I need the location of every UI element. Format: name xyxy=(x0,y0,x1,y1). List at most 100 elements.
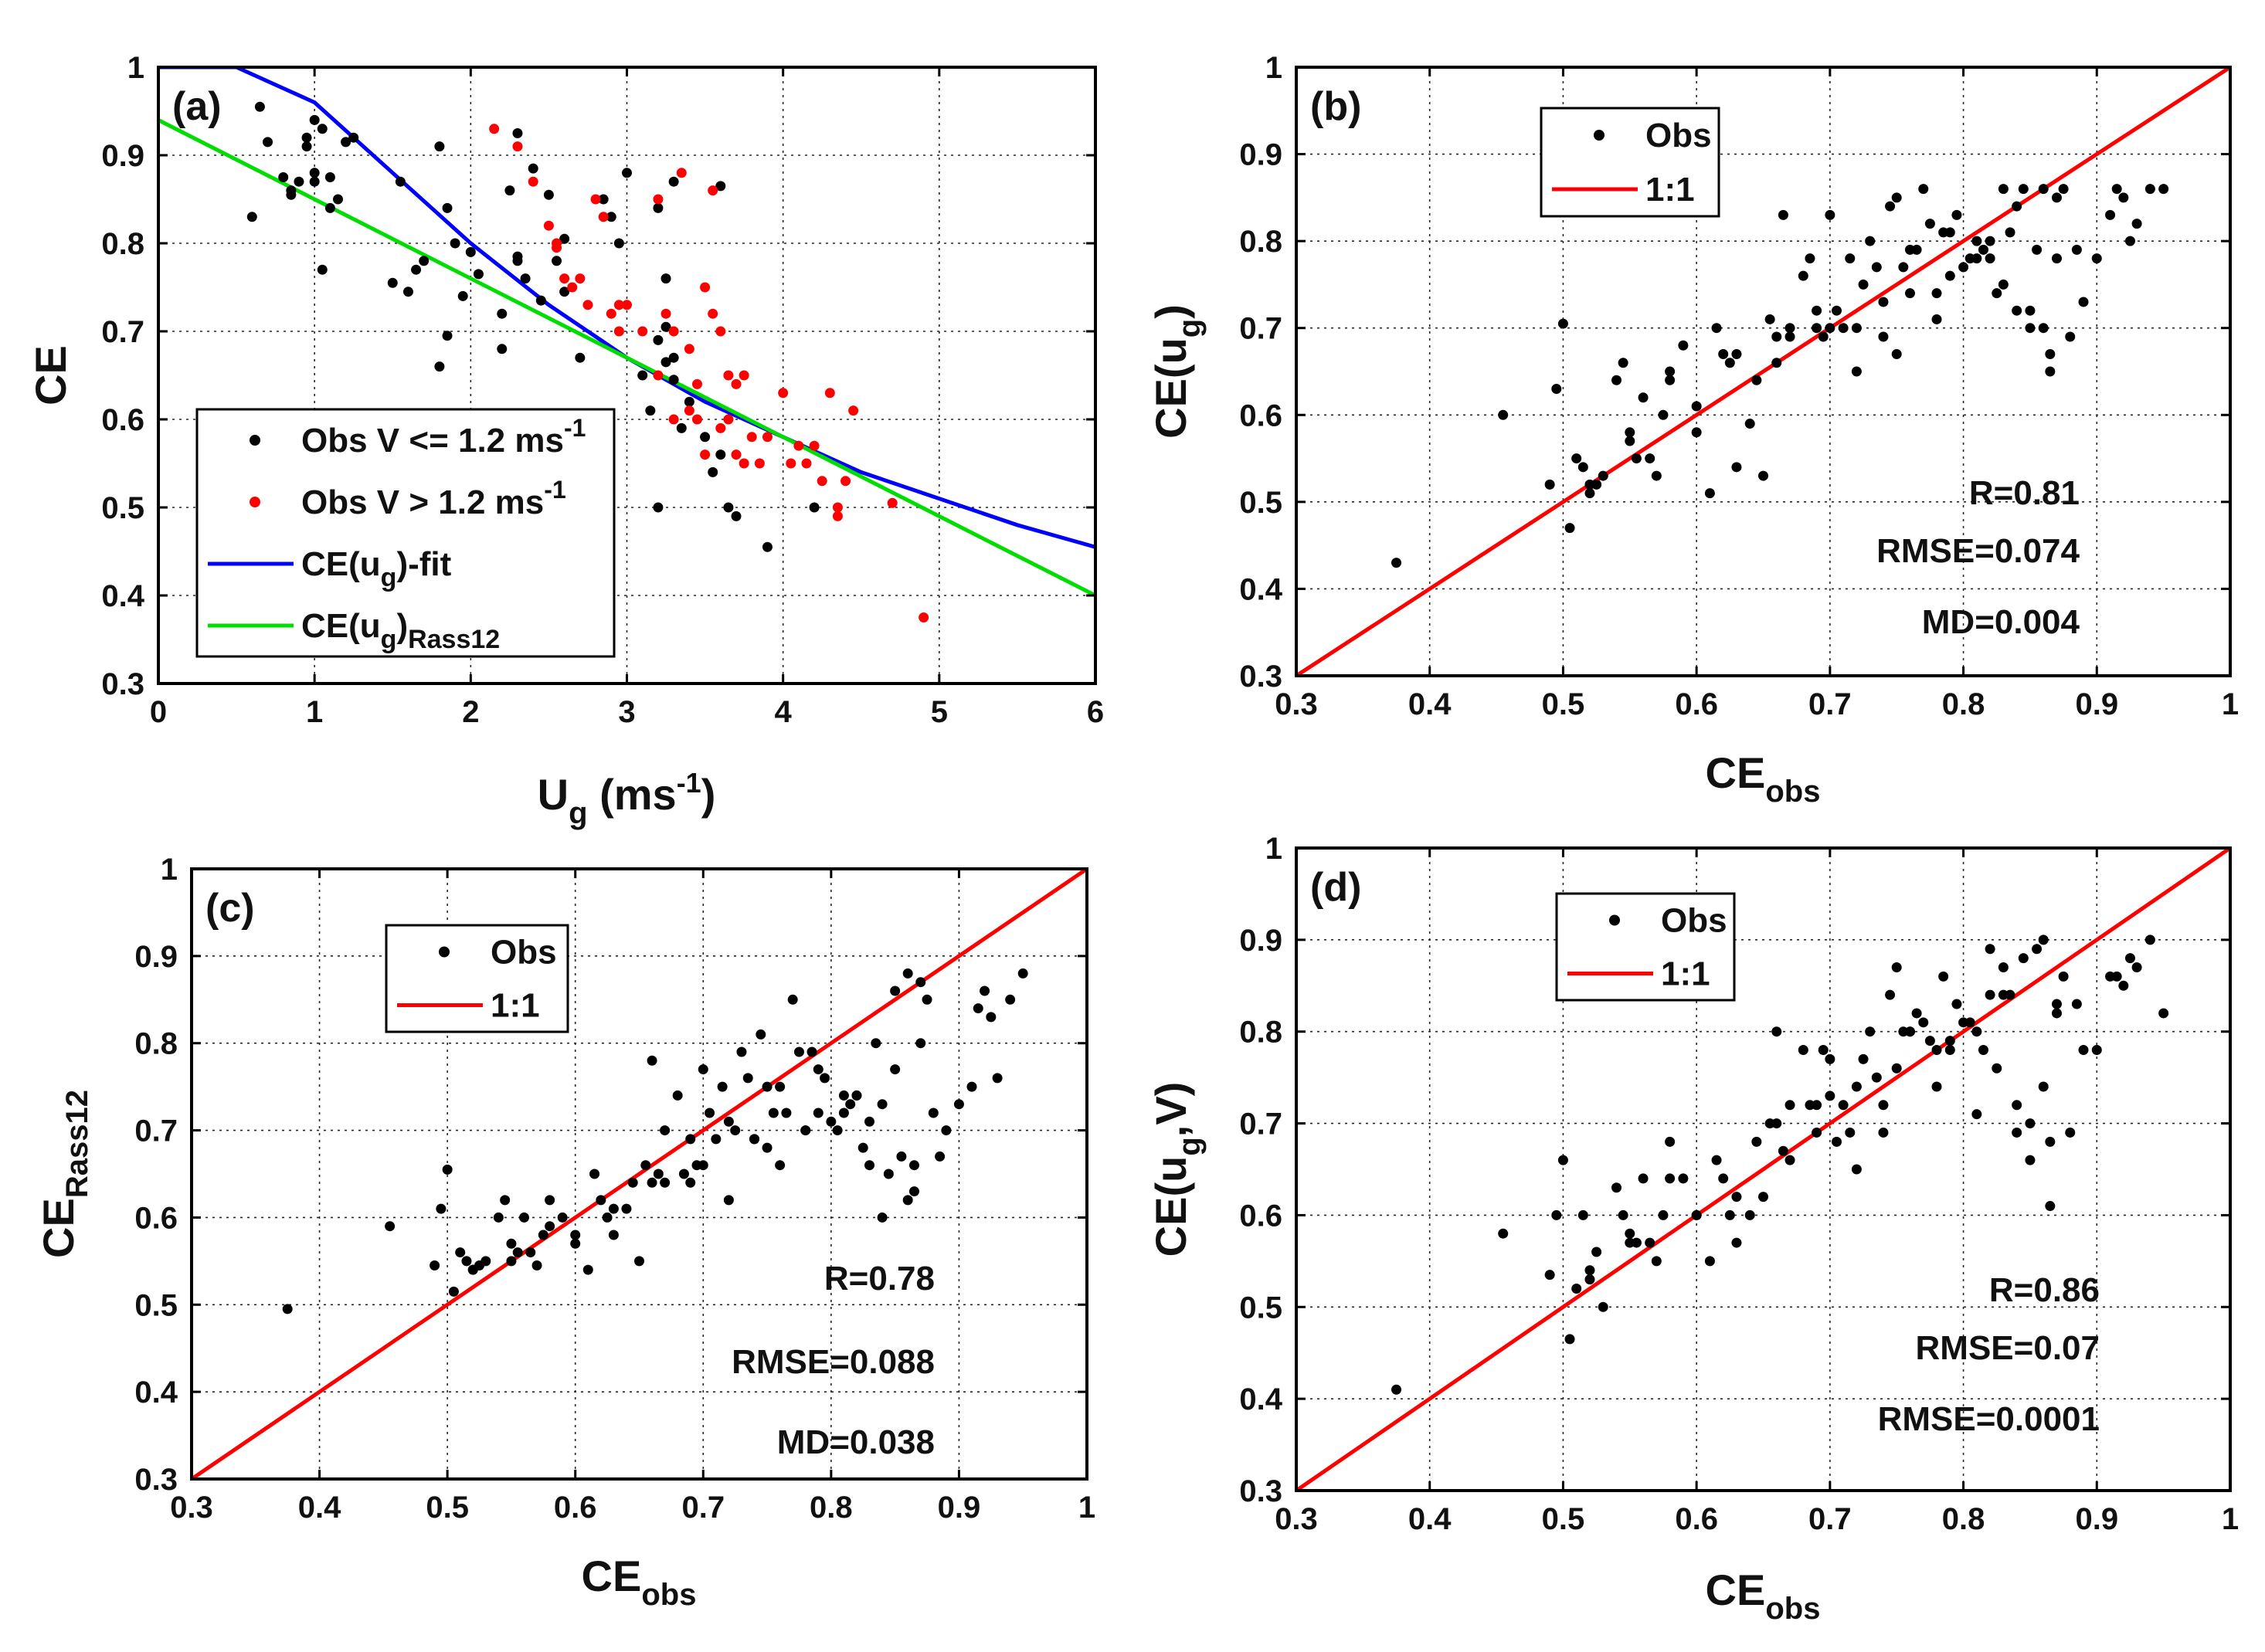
data-point xyxy=(1758,1192,1768,1203)
x-tick-label: 0.9 xyxy=(2075,1502,2118,1536)
data-point xyxy=(2045,1201,2056,1212)
data-point xyxy=(877,1212,888,1223)
data-point xyxy=(282,1304,293,1314)
legend: Obs 1:1 xyxy=(1540,107,1720,218)
data-point xyxy=(557,1212,568,1223)
data-point xyxy=(457,290,468,301)
x-tick-label: 1 xyxy=(306,695,323,729)
data-point xyxy=(545,1221,555,1232)
data-point xyxy=(775,1160,786,1171)
data-point xyxy=(1557,318,1568,329)
data-point xyxy=(668,176,679,187)
data-point xyxy=(1764,314,1775,324)
data-point xyxy=(613,238,624,249)
grid xyxy=(158,67,1095,684)
data-point xyxy=(608,1203,619,1214)
data-point xyxy=(660,273,671,284)
data-point xyxy=(1998,962,2009,973)
y-axis-label: CE xyxy=(26,345,75,405)
data-point xyxy=(387,277,398,288)
data-point xyxy=(246,212,257,222)
data-point xyxy=(1918,184,1929,195)
data-point xyxy=(1985,944,1995,955)
legend-item: CE(ug)Rass12 xyxy=(208,607,500,654)
x-tick-label: 0.9 xyxy=(938,1491,981,1525)
y-tick-label: 0.5 xyxy=(101,491,144,525)
legend-item: 1:1 xyxy=(1567,955,1710,993)
data-point xyxy=(2025,305,2036,316)
data-point xyxy=(545,1195,555,1206)
data-point xyxy=(915,1038,926,1049)
data-point xyxy=(730,1125,741,1136)
data-point xyxy=(402,287,413,297)
data-point xyxy=(676,168,687,178)
x-tick-label: 5 xyxy=(931,695,948,729)
y-tick-label: 0.4 xyxy=(134,1376,178,1409)
data-point xyxy=(756,1029,766,1040)
data-point xyxy=(1665,1136,1676,1147)
y-tick-label: 0.6 xyxy=(134,1201,178,1235)
data-point xyxy=(838,1108,849,1118)
data-point xyxy=(1924,219,1935,229)
data-point xyxy=(915,977,926,988)
stat-label: RMSE=0.0001 xyxy=(1878,1400,2100,1438)
data-point xyxy=(518,1212,529,1223)
data-point xyxy=(332,194,343,205)
data-point xyxy=(598,194,609,205)
legend-marker xyxy=(250,435,260,446)
data-point xyxy=(1778,1145,1788,1156)
data-point xyxy=(840,476,851,487)
data-point xyxy=(1704,488,1715,499)
legend-box xyxy=(385,924,569,1033)
data-point xyxy=(672,1090,683,1101)
y-tick-label: 0.4 xyxy=(101,579,144,613)
panel-label: (a) xyxy=(172,84,222,129)
data-point xyxy=(2158,1008,2169,1019)
data-point xyxy=(1831,1136,1842,1147)
x-tick-label: 6 xyxy=(1087,695,1104,729)
data-point xyxy=(442,202,453,213)
data-point xyxy=(442,1164,453,1175)
data-point xyxy=(2012,305,2022,316)
data-point xyxy=(1825,209,1835,220)
x-tick-label: 0.5 xyxy=(1542,1502,1585,1536)
data-point xyxy=(1978,1044,1988,1055)
data-point xyxy=(1931,1044,1942,1055)
data-point xyxy=(660,357,671,368)
data-point xyxy=(1825,1053,1835,1064)
data-point xyxy=(1744,419,1755,429)
grid xyxy=(1296,848,2230,1491)
data-point xyxy=(739,370,749,381)
data-point xyxy=(1992,1063,2002,1074)
data-point xyxy=(1751,1136,1762,1147)
data-point xyxy=(1971,1026,1982,1037)
stat-label: R=0.78 xyxy=(824,1260,935,1298)
data-layer xyxy=(192,869,1087,1479)
data-point xyxy=(1992,288,2002,299)
data-point xyxy=(606,212,616,222)
data-point xyxy=(455,1247,466,1258)
data-point xyxy=(824,388,835,399)
data-point xyxy=(552,256,562,266)
data-point xyxy=(2071,999,2082,1009)
data-point xyxy=(2038,1081,2049,1092)
data-point xyxy=(2131,962,2142,973)
data-point xyxy=(559,287,570,297)
x-tick-label: 0.3 xyxy=(1275,687,1318,721)
legend-item: Obs xyxy=(439,934,557,972)
data-point xyxy=(1904,1026,1915,1037)
data-point xyxy=(531,1260,542,1270)
data-point xyxy=(1771,331,1782,342)
data-point xyxy=(2038,323,2049,334)
data-point xyxy=(1391,1384,1402,1395)
data-point xyxy=(1711,1155,1722,1165)
data-point xyxy=(736,1046,747,1057)
data-point xyxy=(627,1177,638,1188)
data-point xyxy=(2018,184,2029,195)
y-tick-label: 0.6 xyxy=(1239,1199,1282,1233)
data-point xyxy=(1851,1081,1862,1092)
data-point xyxy=(908,1160,919,1171)
data-point xyxy=(1005,994,1016,1005)
data-point xyxy=(908,1186,919,1197)
data-point xyxy=(711,1134,722,1145)
